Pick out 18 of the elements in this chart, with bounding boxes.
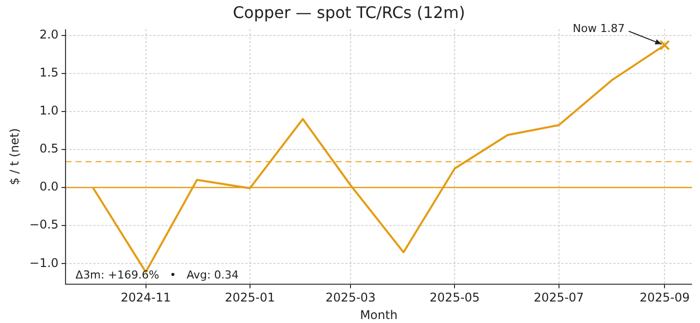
y-tick-label: 1.0 — [39, 104, 59, 118]
y-tick-label: −1.0 — [29, 256, 59, 270]
y-tick-label: 0.0 — [39, 180, 59, 194]
x-tick-label: 2024-11 — [120, 290, 171, 305]
x-tick-label: 2025-09 — [640, 290, 690, 305]
chart-title: Copper — spot TC/RCs (12m) — [232, 2, 466, 22]
y-tick-label: −0.5 — [29, 218, 59, 232]
x-tick-label: 2025-01 — [224, 290, 275, 305]
annotation: Now 1.87 — [572, 22, 625, 36]
y-tick-label: 0.5 — [39, 142, 59, 156]
y-tick-label: 1.5 — [39, 65, 59, 80]
x-tick-label: 2025-07 — [534, 290, 584, 305]
x-tick-label: 2025-05 — [430, 290, 480, 305]
x-axis-title: Month — [360, 308, 398, 322]
y-tick-label: 2.0 — [39, 27, 59, 42]
x-tick-label: 2025-03 — [326, 290, 376, 305]
y-axis-title: $ / t (net) — [7, 128, 22, 186]
annotation: Δ3m: +169.6% • Avg: 0.34 — [76, 268, 239, 282]
